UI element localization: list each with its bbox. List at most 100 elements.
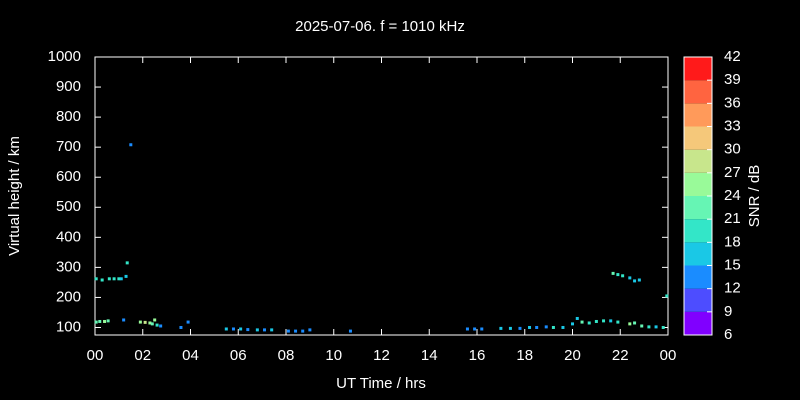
point	[246, 328, 250, 332]
point	[654, 325, 658, 329]
point	[594, 319, 598, 323]
point	[473, 327, 477, 331]
y-axis-label: Virtual height / km	[6, 136, 23, 256]
y-tick-label: 1000	[48, 48, 81, 65]
point	[286, 329, 290, 333]
point	[107, 277, 111, 281]
point	[143, 320, 147, 324]
chart-title: 2025-07-06. f = 1010 kHz	[295, 18, 465, 35]
y-tick-label: 700	[56, 138, 81, 155]
point	[535, 325, 539, 329]
point	[94, 320, 98, 324]
y-tick-label: 300	[56, 258, 81, 275]
point	[239, 327, 243, 331]
x-tick-label: 22	[612, 347, 629, 364]
x-tick-label: 18	[516, 347, 533, 364]
point	[580, 320, 584, 324]
colorbar-tick-label: 9	[724, 303, 732, 320]
point	[150, 322, 154, 326]
y-tick-label: 200	[56, 288, 81, 305]
point	[528, 325, 532, 329]
x-tick-label: 16	[469, 347, 486, 364]
x-tick-label: 20	[564, 347, 581, 364]
point	[308, 328, 312, 332]
point	[138, 320, 142, 324]
point	[294, 329, 298, 333]
colorbar-tick-label: 18	[724, 233, 741, 250]
point	[544, 325, 548, 329]
colorbar-band	[684, 311, 712, 335]
point	[465, 327, 469, 331]
point	[122, 318, 126, 322]
point	[100, 278, 104, 282]
point	[159, 324, 163, 328]
point	[224, 327, 228, 331]
colorbar-tick-label: 36	[724, 94, 741, 111]
colorbar-band	[684, 149, 712, 173]
x-tick-label: 06	[230, 347, 247, 364]
point	[129, 143, 133, 147]
point	[508, 326, 512, 330]
point	[616, 273, 620, 277]
colorbar-tick-label: 6	[724, 326, 732, 343]
x-tick-label: 00	[87, 347, 104, 364]
point	[119, 277, 123, 281]
point	[633, 279, 637, 283]
point	[640, 324, 644, 328]
point	[616, 320, 620, 324]
y-tick-label: 400	[56, 228, 81, 245]
plot-frame	[94, 56, 669, 336]
point	[628, 322, 632, 326]
point	[551, 325, 555, 329]
point	[602, 319, 606, 323]
colorbar-band	[684, 57, 712, 81]
point	[499, 326, 503, 330]
point	[124, 274, 128, 278]
x-tick-label: 10	[325, 347, 342, 364]
colorbar-band	[684, 196, 712, 220]
x-tick-label: 02	[134, 347, 151, 364]
point	[480, 327, 484, 331]
colorbar-tick-label: 42	[724, 48, 741, 65]
point	[609, 319, 613, 323]
colorbar-tick-label: 30	[724, 141, 741, 158]
colorbar-tick-label: 15	[724, 256, 741, 273]
point	[665, 294, 669, 298]
point	[94, 277, 98, 281]
colorbar-band	[684, 172, 712, 196]
point	[633, 321, 637, 325]
point	[301, 329, 305, 333]
colorbar-band	[684, 242, 712, 266]
colorbar-tick-label: 39	[724, 71, 741, 88]
x-tick-label: 14	[421, 347, 438, 364]
point	[255, 328, 259, 332]
colorbar-tick-label: 27	[724, 164, 741, 181]
point	[561, 325, 565, 329]
point	[179, 325, 183, 329]
colorbar-band	[684, 80, 712, 104]
y-tick-label: 900	[56, 78, 81, 95]
point	[148, 321, 152, 325]
x-tick-label: 04	[182, 347, 199, 364]
colorbar-tick-label: 21	[724, 210, 741, 227]
point	[263, 328, 267, 332]
point	[153, 318, 157, 322]
x-tick-label: 00	[660, 347, 677, 364]
x-axis-label: UT Time / hrs	[336, 375, 426, 392]
colorbar-tick-label: 24	[724, 187, 741, 204]
point	[186, 320, 190, 324]
point	[637, 278, 641, 282]
y-tick-label: 100	[56, 318, 81, 335]
point	[112, 277, 116, 281]
colorbar-band	[684, 219, 712, 243]
x-tick-label: 08	[278, 347, 295, 364]
colorbar-band	[684, 265, 712, 289]
point	[106, 319, 110, 323]
colorbar-tick-label: 12	[724, 280, 741, 297]
point	[587, 321, 591, 325]
point	[98, 319, 102, 323]
point	[571, 322, 574, 326]
y-tick-label: 600	[56, 168, 81, 185]
point	[117, 277, 121, 281]
